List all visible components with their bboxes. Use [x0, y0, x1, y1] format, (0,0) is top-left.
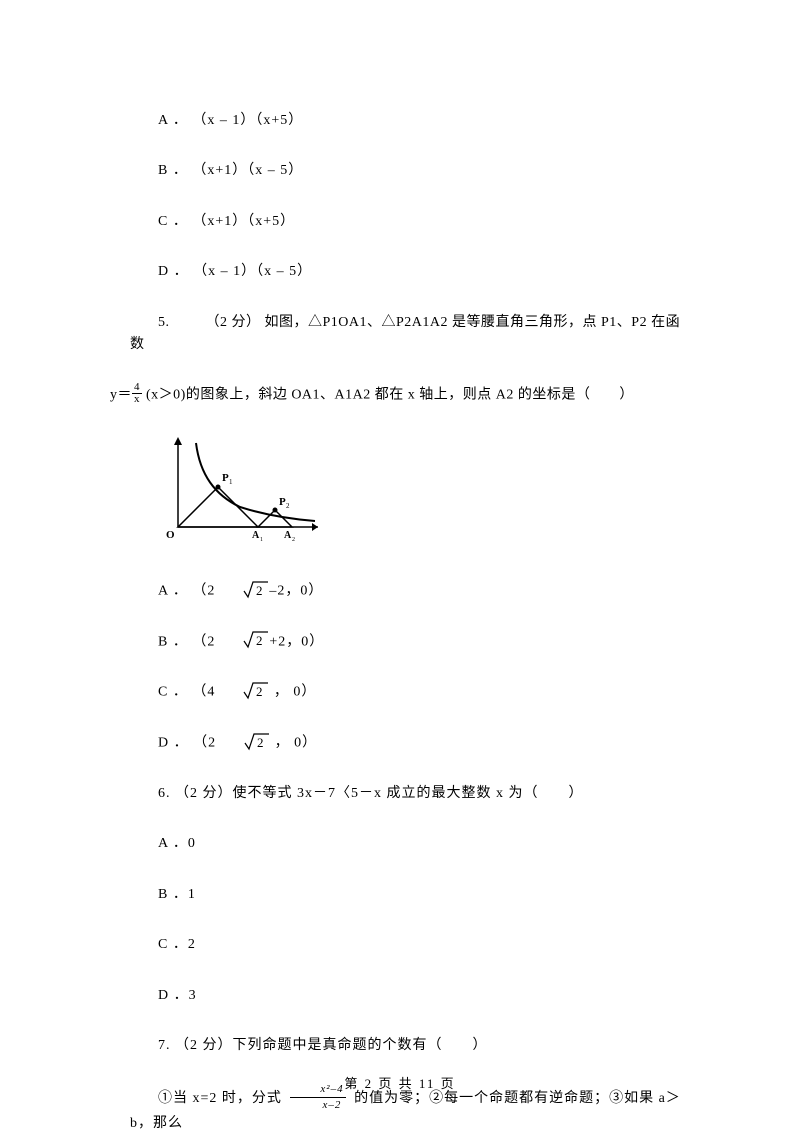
svg-text:2: 2: [257, 735, 265, 750]
page-footer: 第 2 页 共 11 页: [0, 1073, 800, 1092]
q5-number: 5.: [158, 315, 174, 330]
q5-option-d: D ． （22 ， 0）: [130, 732, 690, 755]
sqrt2-icon: 2: [215, 679, 269, 701]
q6-option-a: A ．0: [130, 833, 690, 855]
q5-stem-line2: y＝4x (x＞0)的图象上，斜边 OA1、A1A2 都在 x 轴上，则点 A2…: [110, 384, 690, 407]
q5-text2a: y＝: [110, 388, 132, 403]
sqrt2-icon: 2: [216, 730, 270, 752]
svg-text:2: 2: [292, 537, 295, 543]
svg-text:O: O: [166, 529, 175, 541]
q7-stem: 7. （2 分）下列命题中是真命题的个数有（ ）: [130, 1035, 690, 1057]
q6-option-b: B ．1: [130, 884, 690, 906]
fraction-4-over-x: 4x: [132, 382, 142, 405]
q4-option-c: C ． （x+1）（x+5）: [130, 211, 690, 233]
q5-stem-line1: 5. （2 分） 如图，△P1OA1、△P2A1A2 是等腰直角三角形，点 P1…: [130, 312, 690, 357]
svg-text:A: A: [284, 530, 292, 541]
svg-text:2: 2: [256, 583, 264, 598]
page-content: A ． （x – 1）（x+5） B ． （x+1）（x – 5） C ． （x…: [0, 0, 800, 1135]
svg-text:2: 2: [286, 502, 290, 510]
svg-text:1: 1: [229, 478, 233, 486]
q6-stem: 6. （2 分）使不等式 3x－7〈5－x 成立的最大整数 x 为（ ）: [130, 783, 690, 805]
svg-text:2: 2: [256, 633, 264, 648]
svg-text:A: A: [252, 530, 260, 541]
q7-props-line: ①当 x=2 时，分式 x²–4x–2 的值为零；②每一个命题都有逆命题；③如果…: [130, 1085, 690, 1135]
q4-option-a: A ． （x – 1）（x+5）: [130, 110, 690, 132]
svg-text:2: 2: [256, 684, 264, 699]
q4-option-d: D ． （x – 1）（x – 5）: [130, 261, 690, 283]
svg-text:1: 1: [260, 537, 263, 543]
q5-option-a: A ． （22–2，0）: [130, 580, 690, 603]
hyperbola-triangles-graph: P1 P2 O A1 A2: [160, 435, 320, 547]
q6-option-d: D ．3: [130, 985, 690, 1007]
q5-option-b: B ． （22+2，0）: [130, 631, 690, 654]
sqrt2-icon: 2: [215, 629, 269, 651]
q5-points: （2 分）: [206, 315, 261, 330]
svg-text:P: P: [279, 496, 286, 508]
q5-option-c: C ． （42 ， 0）: [130, 681, 690, 704]
q5-figure: P1 P2 O A1 A2: [160, 435, 690, 555]
q6-option-c: C ．2: [130, 934, 690, 956]
sqrt2-icon: 2: [215, 578, 269, 600]
q5-text2b: (x＞0)的图象上，斜边 OA1、A1A2 都在 x 轴上，则点 A2 的坐标是…: [146, 388, 634, 403]
q4-option-b: B ． （x+1）（x – 5）: [130, 160, 690, 182]
svg-text:P: P: [222, 472, 229, 484]
